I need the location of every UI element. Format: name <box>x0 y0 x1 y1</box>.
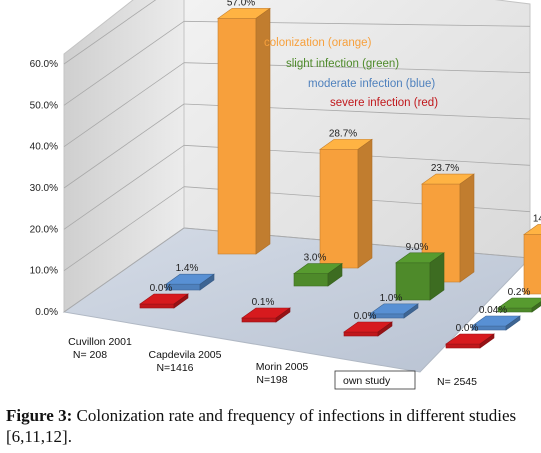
bar-severe-1: 0.1% <box>241 297 291 323</box>
y-tick-label: 20.0% <box>30 224 58 235</box>
category-sublabel: N= 2545 <box>437 376 477 388</box>
data-label: 9.0% <box>406 242 429 253</box>
data-label: 0.2% <box>508 287 531 298</box>
data-label: 0.0% <box>456 323 479 334</box>
category-label: own study <box>343 375 391 387</box>
gridline-side <box>63 103 185 189</box>
figure-caption: Figure 3: Colonization rate and frequenc… <box>6 405 536 447</box>
gridline-side <box>63 145 185 230</box>
data-label: 3.0% <box>304 253 327 264</box>
y-tick-label: 30.0% <box>30 183 58 194</box>
bar-moderate-0: 1.4% <box>165 263 215 291</box>
data-label: 28.7% <box>329 128 357 139</box>
bar-severe-2: 0.0% <box>343 311 393 337</box>
bar-slight-1: 3.0% <box>293 253 343 287</box>
gridline-side <box>63 21 185 106</box>
own-study-box <box>334 370 416 390</box>
category-label: Morin 2005 <box>256 361 309 373</box>
data-label: 57.0% <box>227 0 255 8</box>
data-label: 1.0% <box>380 293 403 304</box>
category-label: Capdevila 2005 <box>149 349 222 361</box>
category-sublabel: N=198 <box>256 374 287 386</box>
bars: 57.0% 28.7% 23.7% 14.4% 3.0% 9.0% 0.2% 1.4% 1.0%… <box>139 0 541 349</box>
gridline-side <box>63 62 185 147</box>
category-sublabel: N= 208 <box>73 349 107 361</box>
legend-entry: colonization (orange) <box>264 37 372 49</box>
bar-severe-3: 0.0% <box>445 323 495 349</box>
caption-text: Colonization rate and frequency of infec… <box>6 406 517 446</box>
legend: colonization (orange) slight infection (g… <box>264 37 438 109</box>
bar-slight-3: 0.2% <box>497 287 541 313</box>
gridline-side <box>63 227 185 313</box>
legend-entry: slight infection (green) <box>286 58 399 70</box>
gridline-side <box>63 186 185 271</box>
data-label: 23.7% <box>431 163 459 174</box>
y-tick-label: 0.0% <box>35 307 58 318</box>
y-tick-label: 40.0% <box>30 142 58 153</box>
bar-colonization-0: 57.0% <box>217 0 271 255</box>
bar-moderate-3: 0.04% <box>471 305 521 331</box>
chart: 0.0% 10.0% 20.0% 30.0% 40.0% 50.0% 60.0% 57.0%… <box>30 0 541 390</box>
category-label: Cuvillon 2001 <box>68 336 132 348</box>
category-sublabel: N=1416 <box>156 362 193 374</box>
gridline-side <box>63 0 157 65</box>
data-label: 1.4% <box>176 263 199 274</box>
y-axis-ticks: 0.0% 10.0% 20.0% 30.0% 40.0% 50.0% 60.0% <box>30 59 58 318</box>
y-tick-label: 60.0% <box>30 59 58 70</box>
bar-moderate-2: 1.0% <box>369 293 419 319</box>
bar-severe-0: 0.0% <box>139 283 189 309</box>
legend-entry: moderate infection (blue) <box>308 78 435 90</box>
data-label: 0.0% <box>354 311 377 322</box>
legend-entry: severe infection (red) <box>330 97 438 109</box>
bar-colonization-1: 28.7% <box>319 128 373 269</box>
caption-label: Figure 3: <box>6 406 73 425</box>
bar-colonization-3: 14.4% <box>523 213 541 295</box>
data-label: 0.04% <box>479 305 507 316</box>
data-label: 0.0% <box>150 283 173 294</box>
y-tick-label: 10.0% <box>30 266 58 277</box>
data-label: 0.1% <box>252 297 275 308</box>
bar-slight-2: 9.0% <box>395 242 445 301</box>
data-label: 14.4% <box>533 213 541 224</box>
y-tick-label: 50.0% <box>30 100 58 111</box>
